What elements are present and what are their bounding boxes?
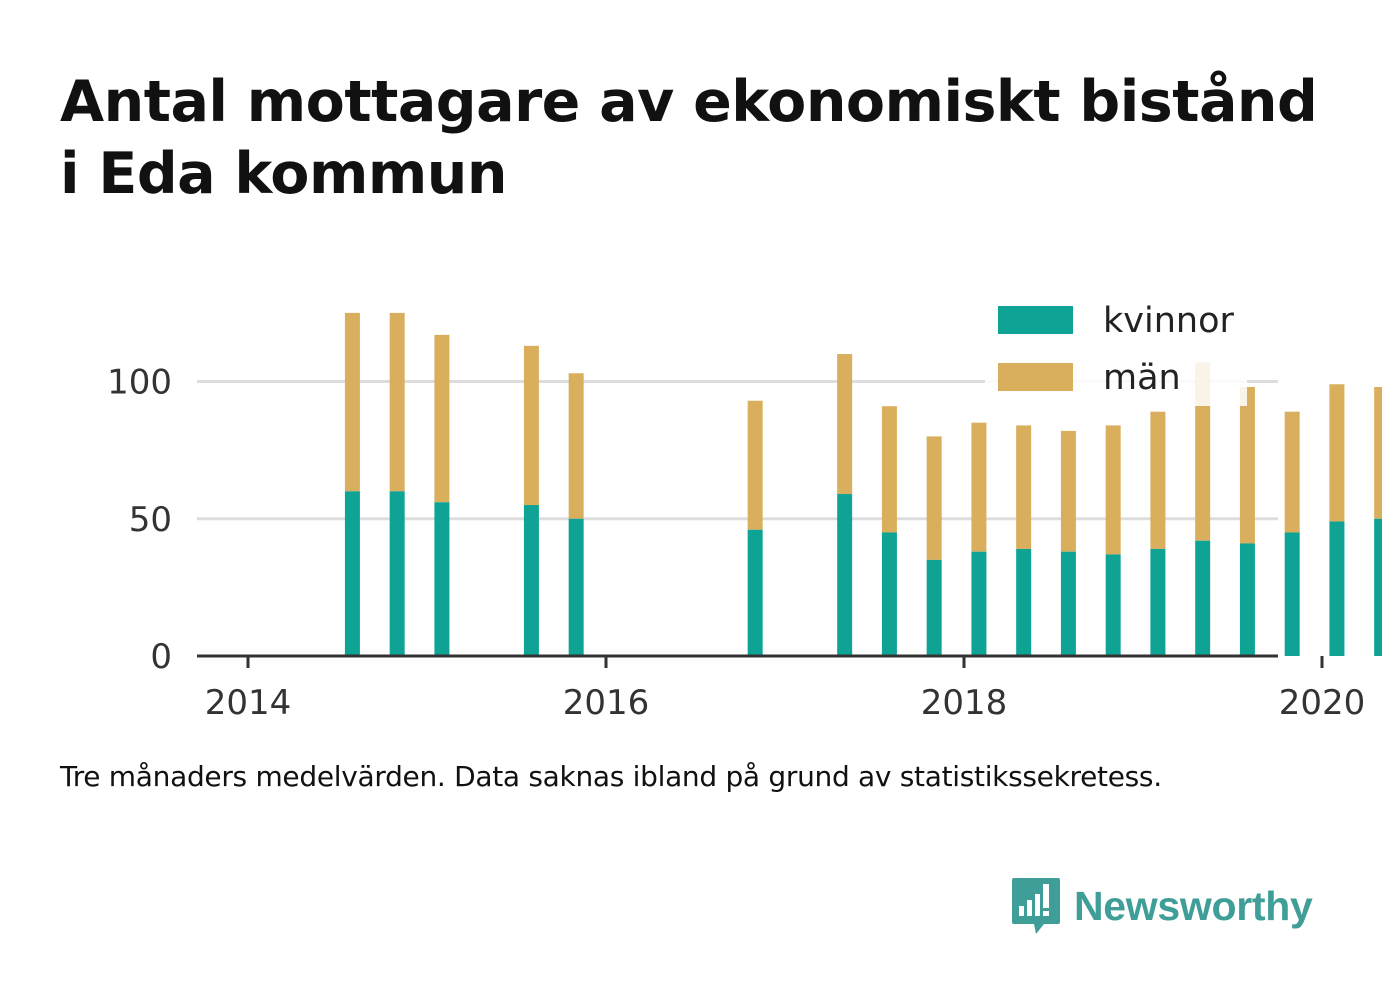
bar-man [881, 406, 897, 533]
bar-kvinnor [1374, 518, 1382, 656]
newsworthy-logo: Newsworthy [1010, 876, 1313, 936]
bar-kvinnor [344, 491, 360, 656]
bar-kvinnor [1060, 551, 1076, 656]
bar-kvinnor [1329, 521, 1345, 656]
bar-kvinnor [568, 518, 584, 656]
bar-kvinnor [1150, 548, 1166, 656]
bar-man [747, 400, 763, 530]
bar-kvinnor [1105, 554, 1121, 656]
bar-kvinnor [747, 529, 763, 656]
logo-text: Newsworthy [1074, 882, 1313, 929]
legend: kvinnor män [985, 296, 1247, 406]
bar-man [1284, 411, 1300, 533]
bar-kvinnor [837, 494, 853, 656]
bar-kvinnor [1016, 548, 1032, 656]
y-tick-label: 50 [129, 500, 172, 540]
legend-swatch-man [998, 363, 1073, 391]
x-tick-label: 2016 [563, 683, 650, 723]
bar-man [389, 312, 405, 492]
bar-kvinnor [1284, 532, 1300, 656]
bar-man [1374, 386, 1382, 519]
bar-man [1239, 386, 1255, 544]
chart-title-line-2: i Eda kommun [60, 141, 507, 207]
bar-man [523, 345, 539, 506]
bar-man [1060, 430, 1076, 552]
x-tick-label: 2018 [921, 683, 1008, 723]
bar-kvinnor [389, 491, 405, 656]
bar-kvinnor [1239, 543, 1255, 656]
chart-title: Antal mottagare av ekonomiskt bistånd i … [60, 66, 1350, 210]
bar-kvinnor [1195, 540, 1211, 656]
legend-swatch-kvinnor [998, 306, 1073, 334]
y-tick-label: 0 [150, 637, 172, 677]
bar-kvinnor [881, 532, 897, 656]
chart-title-line-1: Antal mottagare av ekonomiskt bistånd [60, 69, 1318, 135]
bar-man [1329, 384, 1345, 522]
bar-man [568, 373, 584, 519]
chart-caption: Tre månaders medelvärden. Data saknas ib… [60, 760, 1162, 793]
x-tick-label: 2014 [205, 683, 292, 723]
bar-man [434, 334, 450, 503]
bar-kvinnor [434, 502, 450, 656]
stacked-bar-chart: 050100201420162018202020222024 kvinnormä… [107, 296, 1382, 724]
bar-man [1195, 362, 1211, 541]
bar-kvinnor [523, 505, 539, 656]
bar-man [1016, 425, 1032, 549]
bar-man [1105, 425, 1121, 555]
bar-man [344, 312, 360, 492]
legend-label: män [1103, 358, 1181, 398]
legend-label: kvinnor [1103, 301, 1234, 341]
bar-kvinnor [971, 551, 987, 656]
newsworthy-chart-bubble-icon [1012, 878, 1060, 934]
axes: 050100201420162018202020222024 [107, 363, 1366, 724]
bars [344, 312, 1382, 656]
bar-kvinnor [926, 559, 942, 656]
y-tick-label: 100 [107, 363, 172, 403]
bar-man [971, 422, 987, 552]
bar-man [837, 354, 853, 495]
bar-man [1150, 411, 1166, 549]
bar-man [926, 436, 942, 560]
x-tick-label: 2020 [1279, 683, 1366, 723]
